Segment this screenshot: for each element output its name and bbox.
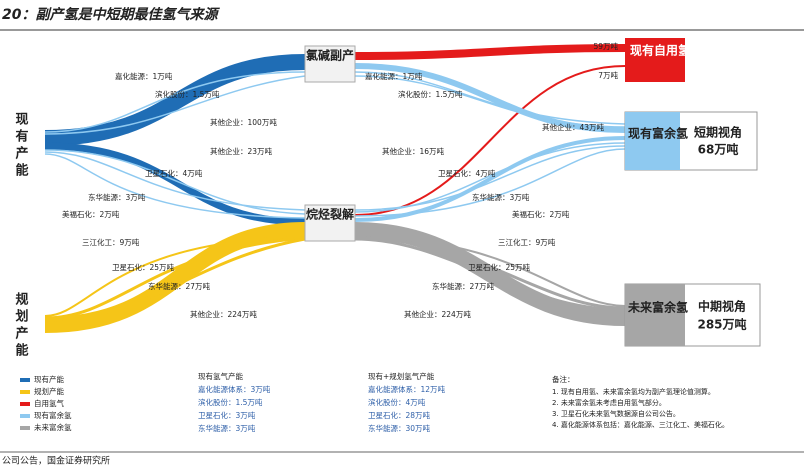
flow <box>354 75 626 128</box>
legend-label: 未来富余氢 <box>34 422 72 432</box>
legend-swatch <box>20 414 30 418</box>
output-view: 中期视角 <box>698 299 746 314</box>
note: 2. 未来富余氢未考虑自用氢气部分。 <box>552 398 666 407</box>
flows <box>44 44 626 333</box>
legend-swatch <box>20 426 30 430</box>
flow-labels: 嘉化能源：1万吨滨化股份：1.5万吨其他企业：100万吨其他企业：23万吨卫星石… <box>62 41 618 319</box>
legend-swatch <box>20 390 30 394</box>
flow-label: 卫星石化：25万吨 <box>468 262 531 272</box>
flow <box>354 236 626 310</box>
flow-label: 卫星石化：4万吨 <box>145 168 203 178</box>
flow-label: 东华能源：27万吨 <box>148 281 211 291</box>
flow <box>354 148 626 217</box>
flow-label: 嘉化能源：1万吨 <box>115 71 173 81</box>
flow-label: 其他企业：224万吨 <box>404 309 471 319</box>
flow <box>44 237 306 322</box>
flow <box>44 75 306 135</box>
flow-label: 美福石化：2万吨 <box>512 209 570 219</box>
flow-label: 东华能源：3万吨 <box>88 192 146 202</box>
table-row: 嘉化能源体系：12万吨 <box>368 384 446 394</box>
flow-label: 7万吨 <box>598 70 618 80</box>
output-label: 现有富余氢 <box>628 126 688 141</box>
legend-label: 现有产能 <box>34 374 64 384</box>
note: 3. 卫星石化未来氢气数据源自公司公告。 <box>552 409 680 418</box>
table-row: 卫星石化：3万吨 <box>198 410 256 420</box>
flow-label: 滨化股份：1.5万吨 <box>398 89 463 99</box>
flow-label: 三江化工：9万吨 <box>82 237 140 247</box>
node-box <box>304 204 356 242</box>
flow <box>44 236 306 317</box>
table-row: 嘉化能源体系：3万吨 <box>198 384 271 394</box>
flow-label: 卫星石化：4万吨 <box>438 168 496 178</box>
output-box <box>625 38 685 82</box>
group-label: 规划产能 <box>13 292 29 360</box>
flow <box>44 222 306 333</box>
flow <box>354 145 626 211</box>
flow <box>354 44 626 60</box>
notes-title: 备注： <box>552 374 575 384</box>
output-amount: 68万吨 <box>698 142 739 157</box>
flow-label: 三江化工：9万吨 <box>498 237 556 247</box>
legend-swatch <box>20 402 30 406</box>
legend-label: 现有富余氢 <box>34 410 72 420</box>
source: 公司公告，国金证券研究所 <box>2 455 110 467</box>
flow <box>44 149 306 215</box>
flow <box>44 54 306 146</box>
flow-label: 其他企业：224万吨 <box>190 309 257 319</box>
table-row: 卫星石化：28万吨 <box>368 410 431 420</box>
group-label: 现有产能 <box>13 112 29 180</box>
flow <box>44 151 306 211</box>
legend: 现有产能 规划产能 自用氢气 现有富余氢 未来富余氢 <box>20 374 72 432</box>
flow <box>354 142 626 213</box>
output-fill <box>625 112 680 170</box>
notes: 备注： 1. 现有自用氢、未来富余氢均为副产氢理论值测算。 2. 未来富余氢未考虑自… <box>552 374 729 429</box>
output-label: 现有自用氢 <box>630 43 690 58</box>
node-box <box>304 45 356 83</box>
flow-label: 其他企业：100万吨 <box>210 117 277 127</box>
capacity-tables: 现有氢气产能嘉化能源体系：3万吨滨化股份：1.5万吨卫星石化：3万吨东华能源：3… <box>198 371 446 433</box>
flow <box>354 136 626 222</box>
note: 4. 嘉化能源体系包括：嘉化能源、三江化工、美福石化。 <box>552 420 729 429</box>
output-amount: 285万吨 <box>697 317 746 332</box>
flow-label: 其他企业：43万吨 <box>542 122 605 132</box>
flow <box>354 222 626 326</box>
table-row: 东华能源：30万吨 <box>368 423 431 433</box>
flow <box>354 236 626 307</box>
flow-label: 美福石化：2万吨 <box>62 209 120 219</box>
flow <box>354 71 626 125</box>
table-row: 滨化股份：4万吨 <box>368 397 426 407</box>
output-label: 未来富余氢 <box>627 300 688 315</box>
flow <box>44 236 306 320</box>
flow <box>44 142 306 226</box>
legend-swatch <box>20 378 30 382</box>
legend-label: 自用氢气 <box>34 398 64 408</box>
flow-label: 东华能源：27万吨 <box>432 281 495 291</box>
flow-label: 其他企业：16万吨 <box>382 146 445 156</box>
flow-label: 卫星石化：25万吨 <box>112 262 175 272</box>
table-title: 现有+规划氢气产能 <box>368 371 435 381</box>
table-row: 东华能源：3万吨 <box>198 423 256 433</box>
flow-label: 东华能源：3万吨 <box>472 192 530 202</box>
flow-label: 滨化股份：1.5万吨 <box>155 89 220 99</box>
table-row: 滨化股份：1.5万吨 <box>198 397 263 407</box>
flow-label: 其他企业：23万吨 <box>210 146 273 156</box>
flow <box>354 237 626 312</box>
node-label: 氯碱副产 <box>306 48 354 63</box>
flow <box>44 153 306 219</box>
output-view: 短期视角 <box>694 125 742 140</box>
node-label: 烷烃裂解 <box>306 207 354 222</box>
legend-label: 规划产能 <box>34 386 64 396</box>
title: 20：副产氢是中短期最佳氢气来源 <box>2 6 220 23</box>
flow <box>354 63 626 133</box>
flow-label: 59万吨 <box>593 41 618 51</box>
output-fill <box>625 284 685 346</box>
flow <box>44 71 306 133</box>
flow-label: 嘉化能源：1万吨 <box>365 71 423 81</box>
note: 1. 现有自用氢、未来富余氢均为副产氢理论值测算。 <box>552 387 715 396</box>
table-title: 现有氢气产能 <box>198 371 243 381</box>
